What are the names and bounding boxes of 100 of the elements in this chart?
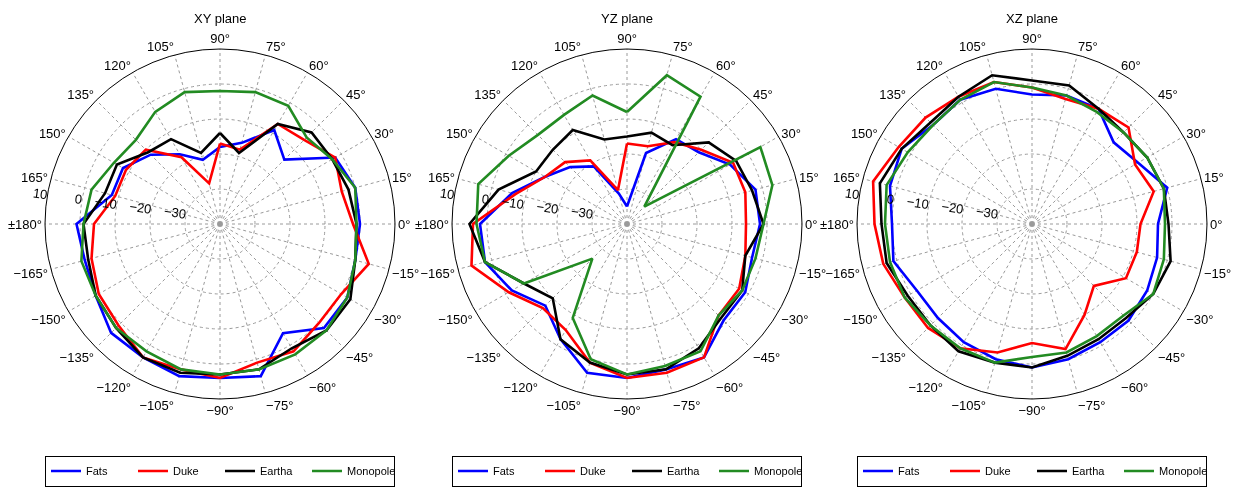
spoke-label: ±180° bbox=[414, 216, 449, 232]
spoke-label: −135° bbox=[871, 350, 907, 366]
spoke-label: −45° bbox=[345, 350, 374, 366]
spoke-label: −90° bbox=[613, 403, 641, 419]
spoke-label: 45° bbox=[752, 87, 773, 103]
spoke-label: 90° bbox=[1022, 31, 1042, 47]
y-tick-label: 10 bbox=[844, 185, 861, 203]
spoke-label: 120° bbox=[916, 57, 943, 73]
spoke-label: −45° bbox=[752, 350, 781, 366]
spoke-label: 135° bbox=[474, 87, 502, 103]
legend-label: Duke bbox=[985, 465, 1011, 478]
spoke-label: 15° bbox=[392, 169, 412, 185]
spoke-label: −135° bbox=[59, 350, 95, 366]
y-tick-label: −10 bbox=[905, 193, 930, 212]
spoke-label: 90° bbox=[210, 31, 230, 47]
spoke-label: 30° bbox=[781, 125, 801, 141]
spoke-label: −60° bbox=[1121, 379, 1149, 395]
spoke-label: 75° bbox=[673, 38, 693, 54]
spoke-label: 105° bbox=[959, 38, 986, 54]
y-tick-label: −30 bbox=[570, 203, 595, 222]
legend-label: Monopole bbox=[1159, 465, 1208, 478]
spoke-label: −120° bbox=[908, 379, 943, 395]
spoke-label: 15° bbox=[1204, 169, 1224, 185]
y-tick-label: 0 bbox=[885, 191, 896, 207]
spoke-label: −15° bbox=[392, 265, 420, 281]
spoke-label: −165° bbox=[825, 265, 860, 281]
spoke-label: −75° bbox=[673, 397, 701, 413]
spoke-label: 165° bbox=[21, 169, 48, 185]
chart-title: XZ plane bbox=[1006, 11, 1059, 26]
spoke-label: 105° bbox=[554, 38, 581, 54]
chart-title: XY plane bbox=[194, 11, 247, 26]
spoke-label: −105° bbox=[546, 397, 581, 413]
spoke-label: −150° bbox=[438, 311, 473, 327]
y-tick-label: −20 bbox=[940, 198, 965, 217]
spoke-label: −90° bbox=[206, 403, 234, 419]
spoke-label: 150° bbox=[38, 125, 66, 141]
spoke-label: −30° bbox=[781, 311, 809, 327]
spoke-label: 105° bbox=[147, 38, 174, 54]
y-tick-label: 0 bbox=[480, 191, 491, 207]
y-tick-label: −10 bbox=[93, 193, 118, 212]
y-tick-label: 10 bbox=[32, 185, 49, 203]
spoke-label: 60° bbox=[309, 57, 329, 73]
spoke-label: 60° bbox=[1121, 57, 1141, 73]
y-tick-label: −20 bbox=[128, 198, 153, 217]
spoke-label: −60° bbox=[309, 379, 337, 395]
y-tick-label: −10 bbox=[500, 193, 525, 212]
spoke-label: −165° bbox=[420, 265, 455, 281]
spoke-label: 0° bbox=[398, 216, 411, 232]
chart-title: YZ plane bbox=[601, 11, 654, 26]
legend-label: Eartha bbox=[1072, 465, 1106, 478]
y-tick-label: 0 bbox=[73, 191, 84, 207]
legend-label: Monopole bbox=[347, 465, 396, 478]
spoke-label: 135° bbox=[67, 87, 95, 103]
spoke-label: −60° bbox=[716, 379, 744, 395]
y-tick-label: 10 bbox=[439, 185, 456, 203]
spoke-label: 150° bbox=[850, 125, 878, 141]
spoke-label: 60° bbox=[716, 57, 736, 73]
spoke-label: −75° bbox=[266, 397, 294, 413]
legend-label: Monopole bbox=[754, 465, 803, 478]
spoke-label: 75° bbox=[1078, 38, 1098, 54]
spoke-label: −15° bbox=[799, 265, 827, 281]
spoke-label: 45° bbox=[345, 87, 366, 103]
spoke-label: −120° bbox=[503, 379, 538, 395]
spoke-label: −165° bbox=[13, 265, 48, 281]
spoke-label: 45° bbox=[1157, 87, 1178, 103]
spoke-label: 0° bbox=[805, 216, 818, 232]
spoke-label: ±180° bbox=[819, 216, 854, 232]
spoke-label: −150° bbox=[843, 311, 878, 327]
spoke-label: −30° bbox=[374, 311, 402, 327]
legend-label: Fats bbox=[493, 465, 515, 478]
spoke-label: 90° bbox=[617, 31, 637, 47]
legend-label: Eartha bbox=[667, 465, 701, 478]
spoke-label: 165° bbox=[428, 169, 455, 185]
spoke-label: −30° bbox=[1186, 311, 1214, 327]
spoke-label: −105° bbox=[951, 397, 986, 413]
legend-label: Duke bbox=[580, 465, 606, 478]
spoke-label: 75° bbox=[266, 38, 286, 54]
spoke-label: 30° bbox=[1186, 125, 1206, 141]
spoke-label: −75° bbox=[1078, 397, 1106, 413]
spoke-label: 0° bbox=[1210, 216, 1223, 232]
y-tick-label: −30 bbox=[163, 203, 188, 222]
spoke-label: −120° bbox=[96, 379, 131, 395]
spoke-label: 120° bbox=[104, 57, 131, 73]
spoke-label: −15° bbox=[1204, 265, 1232, 281]
spoke-label: 150° bbox=[445, 125, 473, 141]
legend-label: Fats bbox=[898, 465, 920, 478]
spoke-label: 135° bbox=[879, 87, 907, 103]
spoke-label: −90° bbox=[1018, 403, 1046, 419]
spoke-label: −105° bbox=[139, 397, 174, 413]
spoke-label: 120° bbox=[511, 57, 538, 73]
spoke-label: 165° bbox=[833, 169, 860, 185]
spoke-label: 15° bbox=[799, 169, 819, 185]
y-tick-label: −30 bbox=[975, 203, 1000, 222]
legend-label: Fats bbox=[86, 465, 108, 478]
spoke-label: −150° bbox=[31, 311, 66, 327]
spoke-label: 30° bbox=[374, 125, 394, 141]
legend-label: Eartha bbox=[260, 465, 294, 478]
spoke-label: −45° bbox=[1157, 350, 1186, 366]
spoke-label: −135° bbox=[466, 350, 502, 366]
legend-label: Duke bbox=[173, 465, 199, 478]
